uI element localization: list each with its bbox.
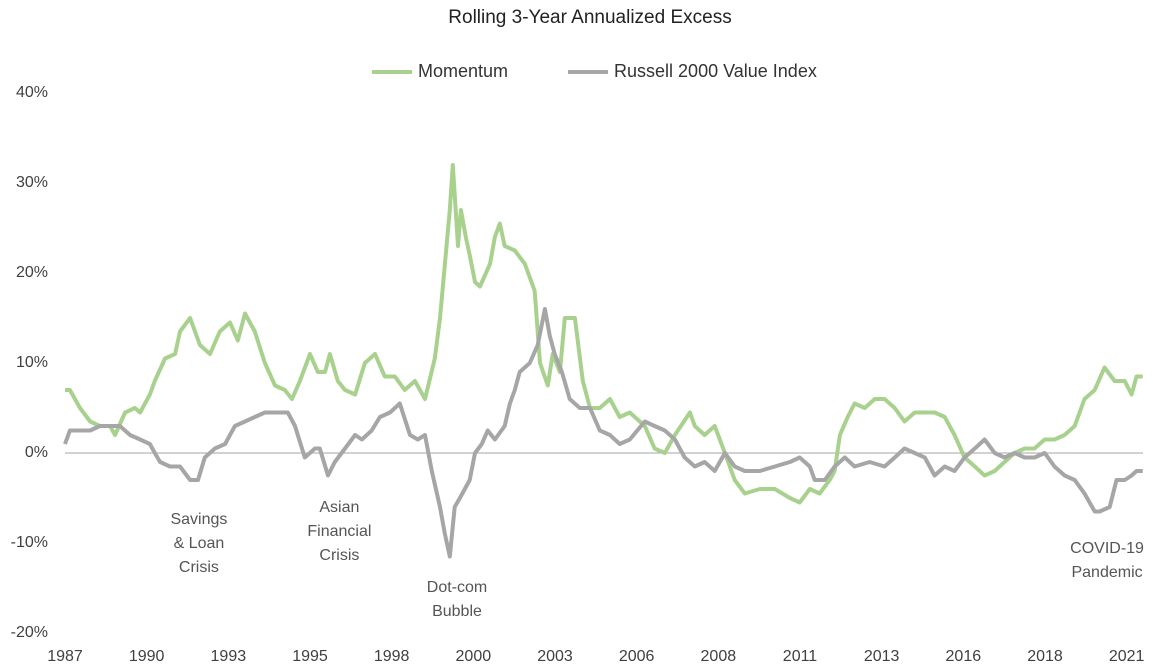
x-tick-label: 2021 [1109, 648, 1145, 665]
x-tick-label: 1998 [374, 648, 410, 665]
x-tick-label: 2008 [701, 648, 737, 665]
x-tick-label: 1995 [292, 648, 328, 665]
x-tick-label: 1990 [129, 648, 165, 665]
annotation: COVID-19 [1070, 540, 1144, 557]
chart-title: Rolling 3-Year Annualized Excess [448, 7, 731, 28]
annotation: & Loan [174, 535, 225, 552]
annotation: Bubble [432, 603, 482, 620]
annotation: Crisis [319, 547, 359, 564]
y-tick-label: 20% [16, 264, 48, 281]
annotation: Savings [170, 511, 227, 528]
annotation: Crisis [179, 559, 219, 576]
y-tick-label: 40% [16, 84, 48, 101]
y-tick-label: -10% [11, 534, 48, 551]
x-tick-label: 2011 [783, 648, 818, 665]
annotation: Pandemic [1071, 564, 1142, 581]
legend-label: Momentum [418, 61, 508, 81]
x-tick-label: 2013 [864, 648, 900, 665]
annotation: Financial [307, 523, 371, 540]
series-line [63, 307, 1143, 559]
x-tick-label: 1987 [47, 648, 83, 665]
y-tick-label: -20% [11, 624, 48, 641]
x-tick-label: 2003 [537, 648, 573, 665]
y-tick-label: 10% [16, 354, 48, 371]
x-tick-label: 2016 [946, 648, 982, 665]
annotation: Dot-com [427, 579, 487, 596]
y-tick-label: 0% [25, 444, 48, 461]
series-line [65, 163, 1143, 505]
annotation: Asian [319, 499, 359, 516]
legend-label: Russell 2000 Value Index [614, 61, 817, 81]
x-tick-label: 2018 [1027, 648, 1063, 665]
y-tick-label: 30% [16, 174, 48, 191]
x-tick-label: 2006 [619, 648, 655, 665]
x-tick-label: 2000 [456, 648, 492, 665]
x-tick-label: 1993 [211, 648, 247, 665]
